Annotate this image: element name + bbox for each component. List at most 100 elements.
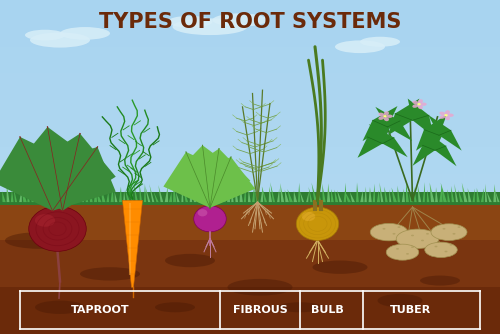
Bar bbox=[0, 0, 500, 7]
Polygon shape bbox=[164, 186, 168, 202]
Polygon shape bbox=[481, 188, 484, 202]
Text: BULB: BULB bbox=[311, 305, 344, 315]
Text: TUBER: TUBER bbox=[390, 305, 430, 315]
Polygon shape bbox=[327, 183, 330, 202]
Polygon shape bbox=[277, 188, 280, 202]
Polygon shape bbox=[48, 187, 52, 202]
Polygon shape bbox=[34, 147, 116, 211]
Polygon shape bbox=[306, 191, 309, 202]
Ellipse shape bbox=[312, 261, 368, 274]
Bar bbox=[0, 7, 500, 13]
Polygon shape bbox=[486, 191, 492, 202]
Polygon shape bbox=[14, 188, 17, 202]
Polygon shape bbox=[462, 183, 468, 202]
Bar bbox=[0, 160, 500, 167]
Ellipse shape bbox=[442, 228, 446, 229]
Ellipse shape bbox=[370, 223, 408, 241]
Bar bbox=[0, 67, 500, 73]
Polygon shape bbox=[495, 190, 500, 202]
Polygon shape bbox=[356, 182, 359, 202]
Ellipse shape bbox=[445, 110, 450, 115]
Polygon shape bbox=[60, 191, 64, 202]
Polygon shape bbox=[364, 187, 367, 202]
Polygon shape bbox=[186, 157, 255, 208]
Polygon shape bbox=[97, 192, 102, 202]
Polygon shape bbox=[73, 184, 76, 202]
Polygon shape bbox=[380, 182, 384, 202]
Polygon shape bbox=[19, 190, 22, 202]
Ellipse shape bbox=[212, 13, 268, 27]
Polygon shape bbox=[134, 182, 138, 202]
Polygon shape bbox=[360, 191, 364, 202]
Ellipse shape bbox=[440, 112, 446, 115]
Ellipse shape bbox=[421, 239, 424, 241]
Polygon shape bbox=[476, 188, 480, 202]
Polygon shape bbox=[377, 190, 380, 202]
Text: FIBROUS: FIBROUS bbox=[232, 305, 287, 315]
Ellipse shape bbox=[384, 117, 389, 121]
Polygon shape bbox=[214, 186, 217, 202]
Ellipse shape bbox=[360, 37, 400, 47]
Ellipse shape bbox=[80, 267, 140, 281]
Ellipse shape bbox=[444, 114, 448, 116]
Polygon shape bbox=[206, 183, 209, 202]
Polygon shape bbox=[440, 186, 442, 202]
Ellipse shape bbox=[35, 301, 85, 314]
Polygon shape bbox=[409, 188, 413, 202]
Polygon shape bbox=[182, 183, 184, 202]
Ellipse shape bbox=[296, 207, 339, 240]
Ellipse shape bbox=[378, 294, 422, 307]
Ellipse shape bbox=[302, 212, 316, 221]
Polygon shape bbox=[30, 185, 34, 202]
Ellipse shape bbox=[386, 244, 418, 260]
Bar bbox=[0, 180, 500, 187]
Polygon shape bbox=[260, 187, 263, 202]
Polygon shape bbox=[472, 189, 475, 202]
Ellipse shape bbox=[412, 104, 418, 108]
Polygon shape bbox=[56, 186, 59, 202]
Ellipse shape bbox=[411, 234, 414, 236]
Ellipse shape bbox=[35, 214, 55, 227]
Polygon shape bbox=[416, 114, 447, 151]
Ellipse shape bbox=[392, 233, 396, 234]
Polygon shape bbox=[430, 182, 434, 202]
Ellipse shape bbox=[335, 40, 385, 53]
Ellipse shape bbox=[168, 16, 212, 28]
Bar bbox=[0, 0, 500, 200]
Bar bbox=[0, 87, 500, 94]
Bar bbox=[0, 174, 500, 180]
Bar bbox=[0, 154, 500, 160]
Polygon shape bbox=[337, 190, 342, 202]
Ellipse shape bbox=[418, 99, 423, 104]
Polygon shape bbox=[376, 107, 412, 141]
Ellipse shape bbox=[60, 27, 110, 40]
Ellipse shape bbox=[382, 228, 386, 229]
Polygon shape bbox=[210, 184, 212, 202]
Polygon shape bbox=[268, 186, 272, 202]
Polygon shape bbox=[412, 130, 445, 166]
Bar bbox=[0, 192, 500, 205]
Ellipse shape bbox=[431, 224, 467, 240]
Ellipse shape bbox=[165, 254, 215, 267]
Polygon shape bbox=[458, 190, 463, 202]
Ellipse shape bbox=[444, 250, 448, 253]
Ellipse shape bbox=[398, 226, 400, 228]
Polygon shape bbox=[428, 115, 462, 151]
Ellipse shape bbox=[30, 32, 90, 47]
Bar bbox=[0, 100, 500, 107]
Polygon shape bbox=[86, 190, 88, 202]
Polygon shape bbox=[144, 184, 146, 202]
Ellipse shape bbox=[378, 113, 384, 116]
Polygon shape bbox=[132, 183, 134, 202]
Ellipse shape bbox=[458, 226, 460, 228]
Bar bbox=[0, 287, 500, 334]
Polygon shape bbox=[190, 187, 192, 202]
Polygon shape bbox=[369, 124, 408, 157]
Polygon shape bbox=[114, 192, 117, 202]
Ellipse shape bbox=[396, 229, 439, 248]
Polygon shape bbox=[110, 186, 114, 202]
Ellipse shape bbox=[378, 116, 384, 120]
Bar bbox=[0, 200, 500, 334]
Polygon shape bbox=[406, 182, 409, 202]
Polygon shape bbox=[235, 183, 238, 202]
